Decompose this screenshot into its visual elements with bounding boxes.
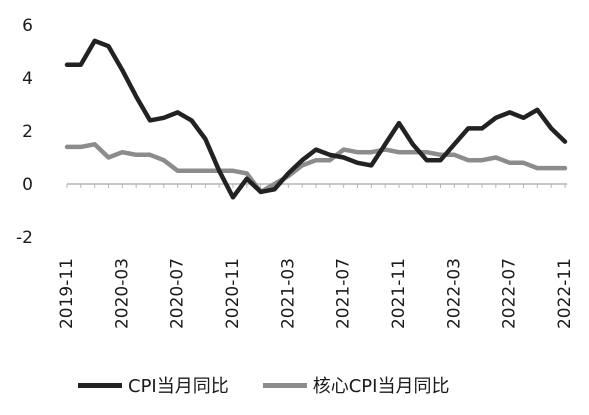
legend-item-cpi: CPI当月同比 — [78, 372, 229, 398]
y-tick-label: 0 — [22, 175, 33, 195]
legend-label-core-cpi: 核心CPI当月同比 — [312, 376, 450, 397]
legend-swatch-core-cpi — [262, 382, 307, 388]
y-tick-label: 6 — [22, 16, 33, 36]
x-tick-label: 2022-03 — [444, 258, 464, 329]
y-axis-tick-labels: 6 4 2 0 -2 — [16, 16, 33, 248]
y-tick-label: 2 — [22, 122, 33, 142]
y-tick-label: 4 — [22, 69, 33, 89]
x-tick-label: 2021-03 — [278, 258, 298, 329]
x-tick-label: 2020-03 — [112, 258, 132, 329]
y-tick-label: -2 — [16, 228, 33, 248]
x-tick-label: 2022-11 — [555, 258, 575, 329]
series-line-core-cpi — [64, 142, 568, 195]
legend-label-cpi: CPI当月同比 — [128, 376, 229, 397]
legend-item-core-cpi: 核心CPI当月同比 — [262, 372, 450, 398]
series-line-cpi — [64, 38, 568, 200]
x-axis-tick-marks — [66, 184, 566, 188]
x-tick-label: 2019-11 — [57, 258, 77, 329]
x-tick-label: 2020-07 — [168, 258, 188, 329]
legend: CPI当月同比 核心CPI当月同比 — [78, 372, 483, 398]
x-tick-label: 2021-07 — [334, 258, 354, 329]
x-tick-label: 2021-11 — [389, 258, 409, 329]
x-axis-tick-labels: 2019-11 2020-03 2020-07 2020-11 2021-03 2021-… — [57, 258, 575, 329]
x-tick-label: 2022-07 — [500, 258, 520, 329]
legend-swatch-cpi — [78, 382, 122, 388]
series-lines — [64, 38, 568, 200]
x-tick-label: 2020-11 — [223, 258, 243, 329]
